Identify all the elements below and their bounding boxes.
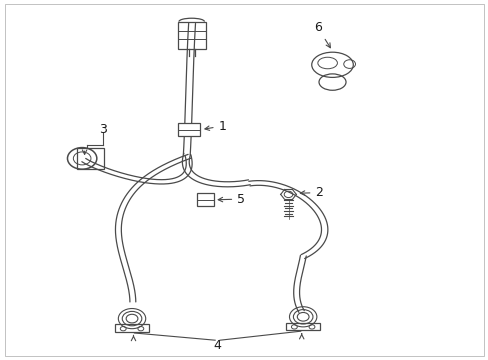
Bar	[115, 324, 149, 332]
Text: 2: 2	[300, 186, 323, 199]
Bar	[285, 323, 320, 330]
Bar	[178, 123, 200, 136]
Bar	[177, 22, 205, 49]
Text: 1: 1	[204, 120, 226, 132]
Text: 6: 6	[313, 21, 330, 48]
Bar	[196, 193, 214, 206]
Bar	[77, 148, 104, 169]
Text: 3: 3	[99, 123, 106, 136]
Text: 4: 4	[213, 339, 221, 352]
Text: 5: 5	[218, 193, 244, 206]
